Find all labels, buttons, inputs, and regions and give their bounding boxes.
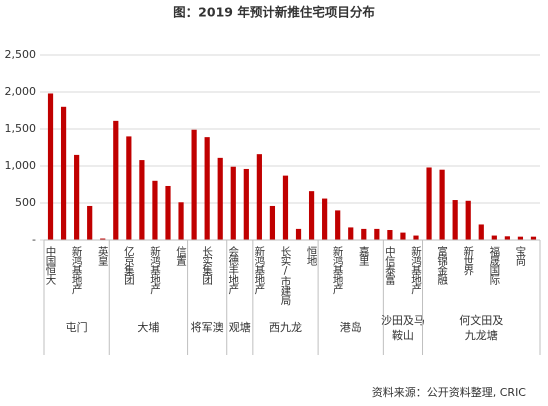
x-tick-label: 宝尚 — [514, 245, 526, 267]
bar — [47, 93, 54, 240]
group-label: 何文田及九龙塘 — [459, 313, 503, 342]
bar — [426, 167, 432, 240]
bar — [269, 205, 276, 240]
bar — [74, 154, 80, 240]
bar — [374, 228, 380, 240]
bar — [256, 154, 262, 240]
source-note: 资料来源：公开资料整理, CRIC — [372, 385, 527, 399]
group-label: 屯门 — [66, 320, 88, 334]
group-label: 沙田及马鞍山 — [381, 314, 425, 342]
bar — [387, 230, 393, 240]
y-tick-label: - — [32, 233, 36, 246]
x-tick-label: 长实/市建局 — [279, 246, 291, 306]
bar — [139, 160, 145, 240]
bar — [517, 236, 524, 240]
bar — [100, 238, 106, 240]
x-tick-label: 新世界 — [462, 245, 474, 276]
y-tick-label: 2,000 — [5, 85, 37, 98]
x-tick-label: 福晟国际 — [488, 245, 500, 286]
bar — [165, 185, 171, 240]
bar — [295, 228, 302, 240]
bar — [491, 235, 497, 240]
bar — [322, 198, 328, 240]
bar — [308, 191, 315, 240]
x-tick-label: 中国恒大 — [45, 245, 57, 286]
bar — [230, 166, 236, 240]
bar — [478, 224, 484, 240]
bar — [400, 232, 406, 240]
bar — [204, 137, 210, 240]
x-tick-label: 新鸿基地产 — [149, 245, 161, 295]
bar — [504, 236, 510, 240]
x-tick-label: 恒地 — [306, 245, 318, 266]
bar — [348, 227, 354, 240]
bar — [335, 210, 341, 240]
y-tick-label: 2,500 — [5, 48, 37, 61]
group-label: 观塘 — [229, 320, 251, 334]
bar — [439, 169, 445, 240]
group-label: 将军澳 — [191, 321, 224, 334]
x-tick-label: 新鸿基地产 — [332, 245, 344, 295]
x-tick-label: 亿京集团 — [123, 245, 135, 286]
group-label: 港岛 — [340, 320, 362, 334]
bar — [530, 236, 537, 240]
bar — [465, 200, 471, 240]
group-label: 西九龙 — [269, 321, 302, 334]
x-tick-label: 新鸿基地产 — [71, 245, 83, 295]
group-label: 大埔 — [137, 320, 159, 334]
bar — [217, 157, 223, 240]
x-tick-label: 中信泰富 — [384, 245, 396, 286]
bar — [178, 202, 184, 240]
bar — [413, 235, 419, 240]
bar — [243, 168, 249, 240]
bar — [191, 129, 197, 240]
x-tick-label: 英皇 — [97, 245, 109, 266]
y-tick-label: 1,500 — [5, 122, 37, 135]
y-tick-label: 500 — [15, 196, 36, 209]
bar — [452, 200, 458, 240]
x-tick-label: 新鸿基地产 — [410, 245, 422, 295]
x-tick-label: 新鸿基地产 — [253, 245, 265, 295]
bar — [126, 136, 132, 240]
bar — [60, 106, 67, 240]
x-tick-label: 会德丰地产 — [227, 245, 239, 295]
chart-title: 图：2019 年预计新推住宅项目分布 — [173, 5, 375, 20]
y-tick-label: 1,000 — [5, 159, 37, 172]
bar — [282, 175, 289, 240]
bar — [113, 120, 119, 240]
x-tick-label: 长实集团 — [201, 246, 213, 286]
x-tick-label: 富锦金融 — [436, 245, 448, 286]
bar — [87, 205, 93, 240]
x-tick-label: 信置 — [175, 246, 187, 266]
bar — [361, 228, 367, 240]
x-tick-label: 嘉里 — [358, 245, 370, 266]
bar — [152, 180, 158, 240]
